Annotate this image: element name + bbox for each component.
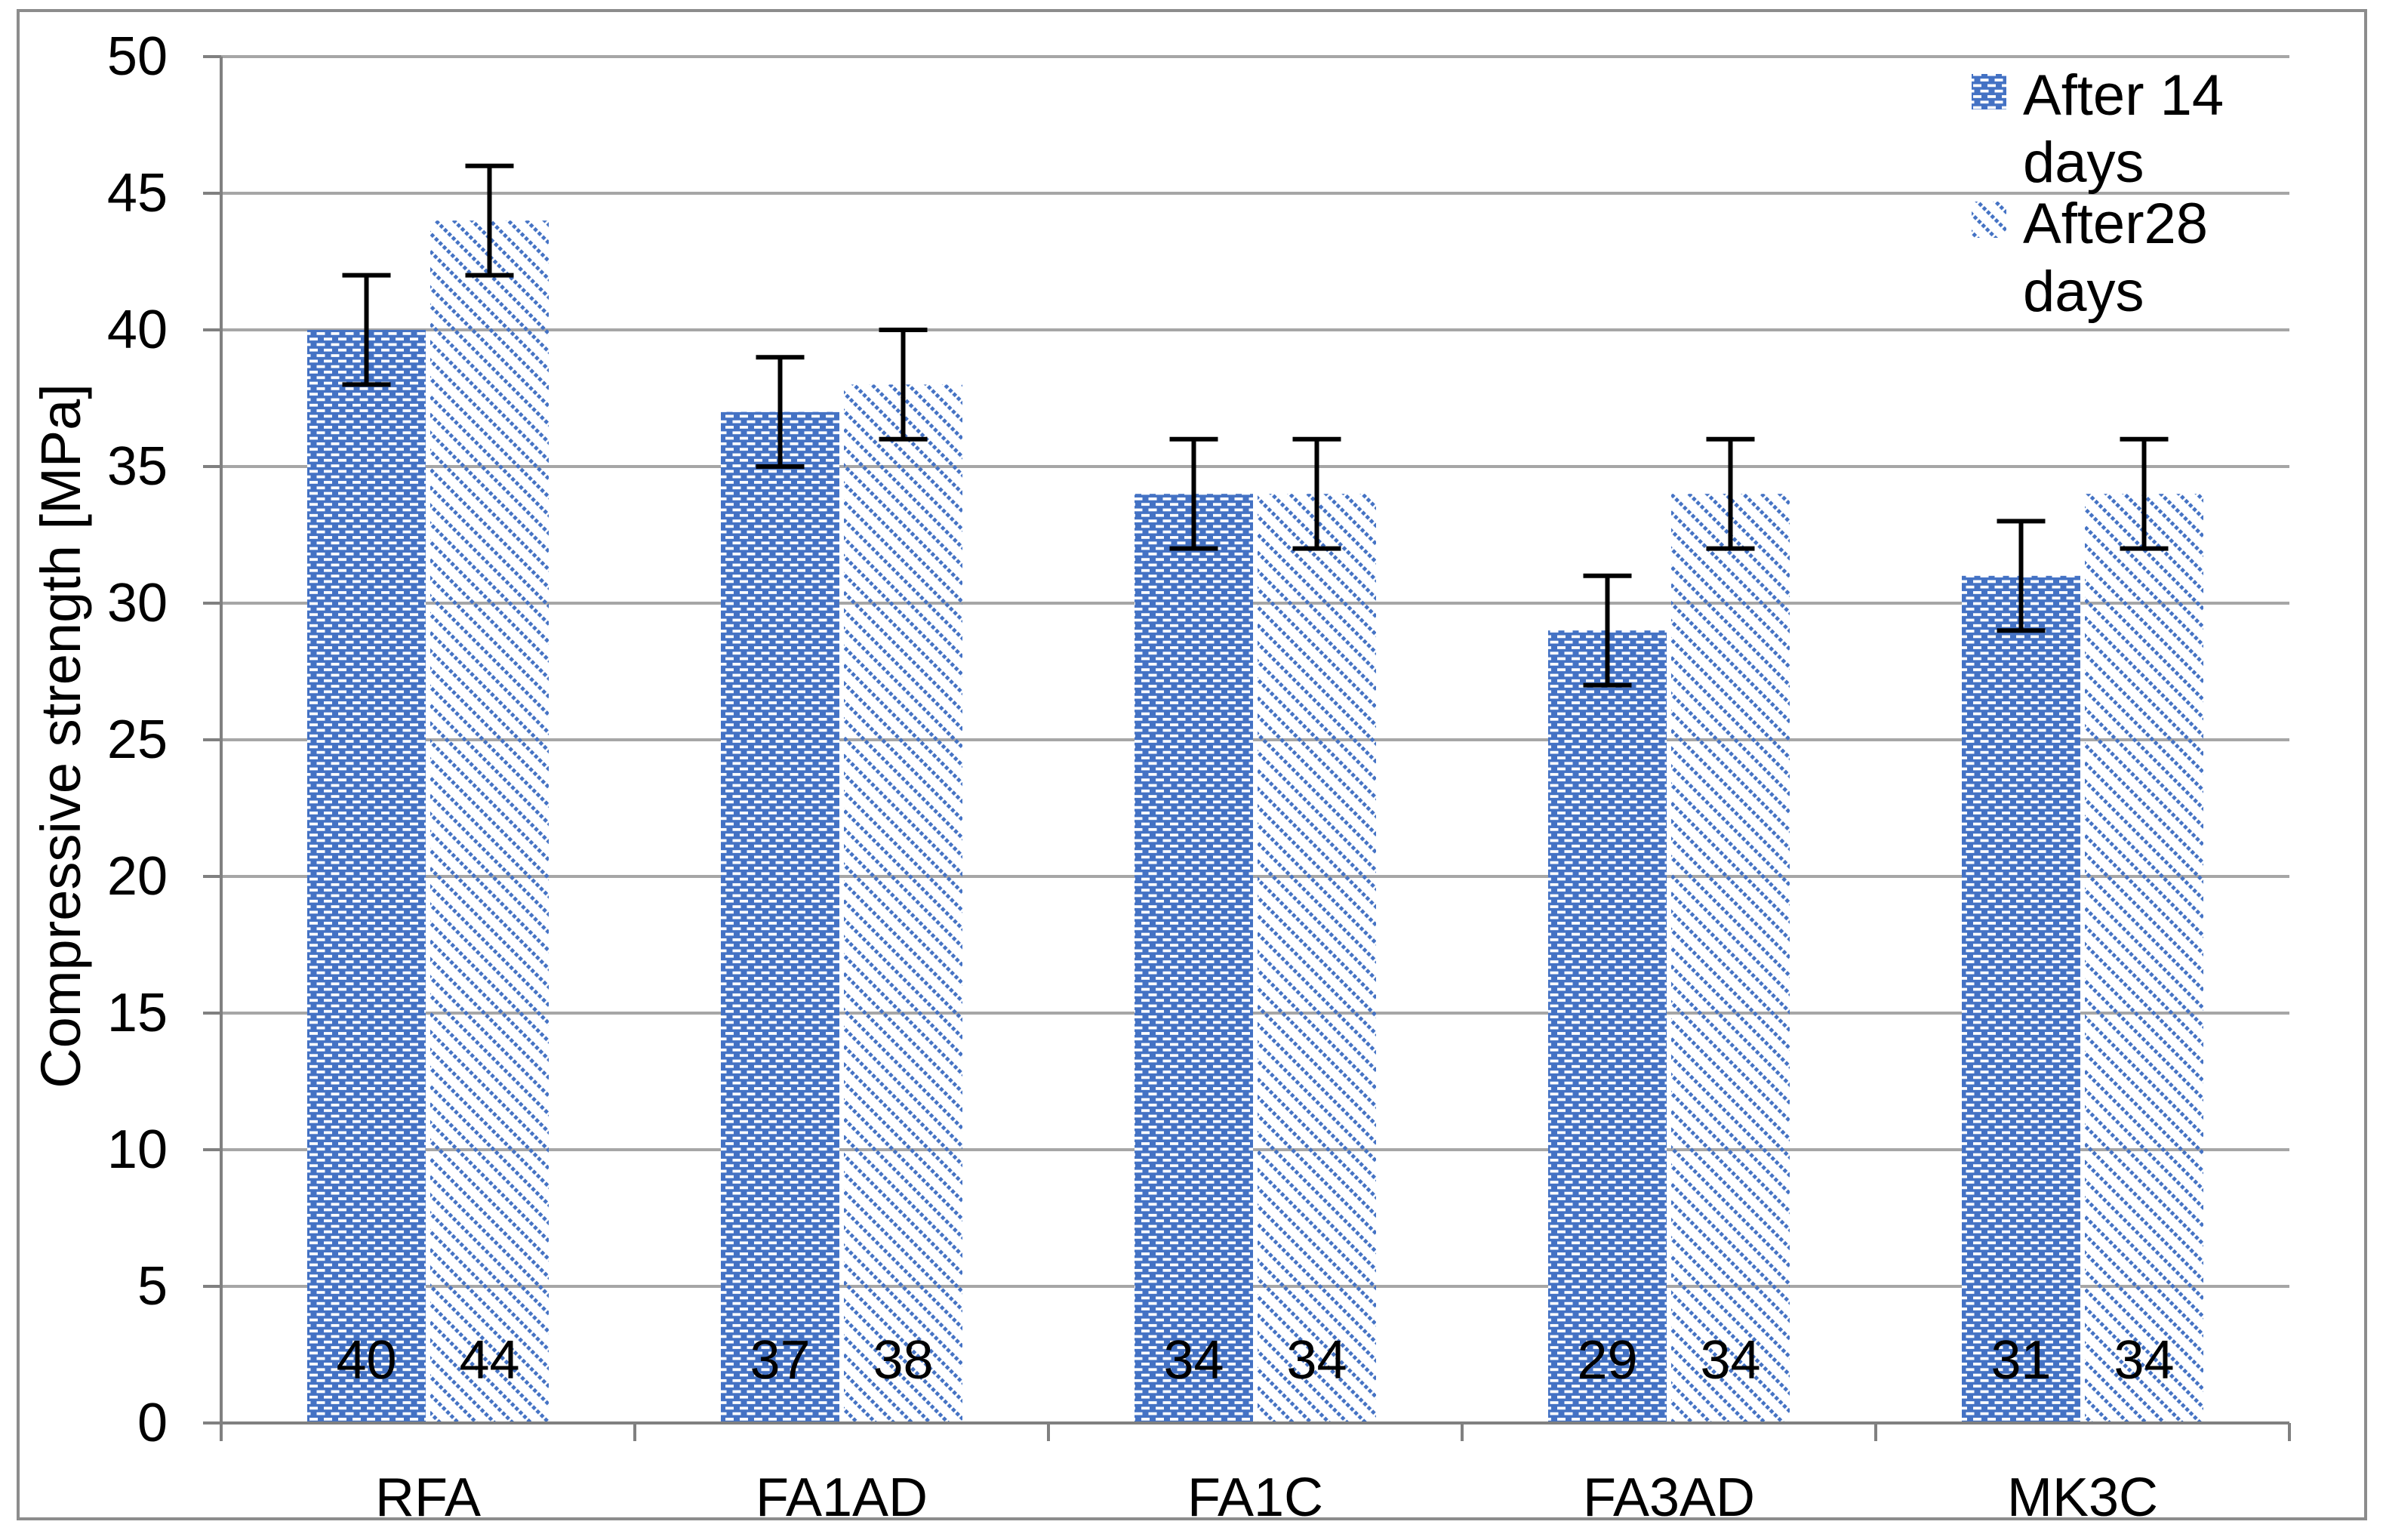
- category-labels-group: RFA FA1AD FA1C FA3AD MK3C: [375, 1468, 2158, 1528]
- y-tick-label: 10: [107, 1120, 168, 1180]
- legend-label-after-28-days-line1: After28: [2023, 192, 2208, 256]
- bar-after28-days-FA1AD: [844, 384, 962, 1423]
- bar-after-14-days-FA3AD: [1548, 630, 1667, 1424]
- bar-after-14-days-RFA: [307, 330, 426, 1423]
- bar-after-14-days-FA1AD: [721, 411, 839, 1423]
- category-label-fa1ad: FA1AD: [756, 1468, 928, 1528]
- category-label-mk3c: MK3C: [2007, 1468, 2158, 1528]
- legend-label-after-14-days-line1: After 14: [2023, 63, 2224, 128]
- data-label: 34: [1700, 1330, 1760, 1391]
- category-label-fa1c: FA1C: [1187, 1468, 1323, 1528]
- error-bar: [1997, 519, 2046, 633]
- y-tick-label: 40: [107, 300, 168, 360]
- data-label: 29: [1577, 1330, 1637, 1391]
- error-bar: [879, 328, 928, 442]
- error-bar: [1292, 436, 1341, 551]
- data-label: 44: [459, 1330, 519, 1391]
- error-bars-group: [342, 163, 2169, 688]
- data-label: 31: [1990, 1330, 2051, 1391]
- data-label: 38: [873, 1330, 933, 1391]
- category-label-rfa: RFA: [375, 1468, 481, 1528]
- data-label: 37: [750, 1330, 810, 1391]
- bar-after28-days-FA1C: [1258, 494, 1376, 1424]
- y-tick-label: 20: [107, 846, 168, 907]
- y-tick-label: 0: [137, 1393, 168, 1453]
- legend-swatch-after-14-days: [1972, 74, 2006, 109]
- error-bar: [342, 273, 391, 387]
- y-tick-label: 15: [107, 983, 168, 1043]
- bar-after28-days-FA3AD: [1671, 494, 1790, 1424]
- bar-after28-days-RFA: [430, 220, 549, 1424]
- bar-after-14-days-FA1C: [1135, 494, 1253, 1424]
- y-tick-label: 45: [107, 163, 168, 223]
- error-bar: [465, 163, 514, 278]
- bars-group: [307, 220, 2203, 1424]
- y-tick-label: 5: [137, 1256, 168, 1317]
- error-bar: [1706, 436, 1755, 551]
- axes-group: [203, 55, 2291, 1441]
- data-label: 34: [2114, 1330, 2174, 1391]
- y-tick-label: 25: [107, 710, 168, 770]
- legend-label-after-28-days-line2: days: [2023, 260, 2144, 324]
- legend-label-after-14-days-line2: days: [2023, 131, 2144, 195]
- y-tick-label: 30: [107, 573, 168, 633]
- legend-swatch-after-28-days: [1972, 202, 2006, 238]
- y-axis-title: Compressive strength [MPa]: [29, 383, 92, 1089]
- data-labels-group: 40 44 37 38 34 34 29 34 31 34: [336, 1330, 2174, 1391]
- data-label: 34: [1286, 1330, 1347, 1391]
- y-tick-label: 35: [107, 436, 168, 497]
- y-tick-label: 50: [107, 26, 168, 87]
- error-bar: [1583, 573, 1632, 688]
- bar-after28-days-MK3C: [2085, 494, 2203, 1424]
- error-bar: [756, 355, 805, 469]
- error-bar: [1169, 436, 1218, 551]
- error-bar: [2120, 436, 2169, 551]
- y-tick-labels-group: 0 5 10 15 20 25 30 35 40 45 50: [107, 26, 168, 1453]
- legend: After 14 days After28 days: [1972, 63, 2224, 324]
- bar-after-14-days-MK3C: [1962, 575, 2080, 1423]
- category-label-fa3ad: FA3AD: [1583, 1468, 1755, 1528]
- data-label: 40: [336, 1330, 396, 1391]
- data-label: 34: [1163, 1330, 1224, 1391]
